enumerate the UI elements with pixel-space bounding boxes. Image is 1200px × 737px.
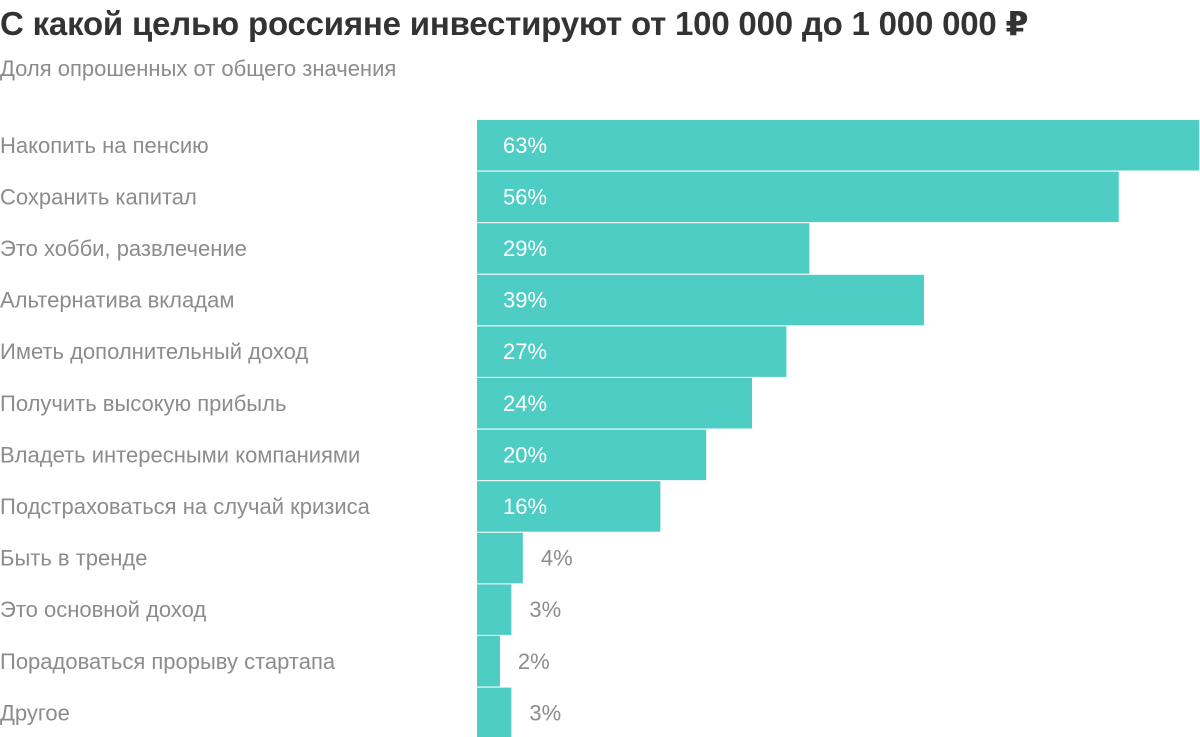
- category-label: Владеть интересными компаниями: [0, 442, 360, 467]
- category-label: Получить высокую прибыль: [0, 391, 286, 416]
- bars-group: Накопить на пенсию 63% Сохранить капитал 56…: [0, 120, 1199, 737]
- value-label: 3%: [529, 700, 561, 725]
- value-label: 27%: [503, 339, 547, 364]
- bar: [477, 532, 523, 584]
- value-label: 24%: [503, 391, 547, 416]
- value-label: 3%: [529, 597, 561, 622]
- bar: [477, 223, 810, 274]
- bar: [477, 584, 512, 635]
- value-label: 63%: [503, 133, 547, 158]
- value-label: 16%: [503, 494, 547, 519]
- chart-subtitle: Доля опрошенных от общего значения: [0, 56, 397, 81]
- category-label: Накопить на пенсию: [0, 133, 209, 158]
- category-label: Другое: [0, 700, 70, 725]
- value-label: 20%: [503, 442, 547, 467]
- bar: [477, 274, 924, 326]
- category-label: Это хобби, развлечение: [0, 236, 247, 261]
- value-label: 39%: [503, 288, 547, 313]
- value-label: 29%: [503, 236, 547, 261]
- bar: [477, 687, 512, 737]
- value-label: 2%: [518, 649, 550, 674]
- category-label: Иметь дополнительный доход: [0, 339, 308, 364]
- category-label: Подстраховаться на случай кризиса: [0, 494, 371, 519]
- bar: [477, 378, 753, 429]
- category-label: Быть в тренде: [0, 546, 147, 571]
- category-label: Альтернатива вкладам: [0, 288, 234, 313]
- category-label: Сохранить капитал: [0, 184, 197, 209]
- value-label: 4%: [541, 546, 573, 571]
- bar: [477, 171, 1119, 223]
- bar: [477, 326, 787, 377]
- bar: [477, 120, 1199, 171]
- bar: [477, 481, 661, 532]
- category-label: Это основной доход: [0, 597, 206, 622]
- bar: [477, 636, 500, 687]
- category-label: Порадоваться прорыву стартапа: [0, 649, 336, 674]
- bar: [477, 429, 707, 481]
- value-label: 56%: [503, 184, 547, 209]
- chart-title: С какой целью россияне инвестируют от 10…: [0, 5, 1029, 42]
